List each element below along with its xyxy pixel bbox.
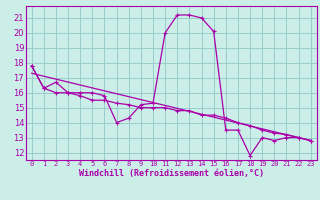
X-axis label: Windchill (Refroidissement éolien,°C): Windchill (Refroidissement éolien,°C) [79, 169, 264, 178]
